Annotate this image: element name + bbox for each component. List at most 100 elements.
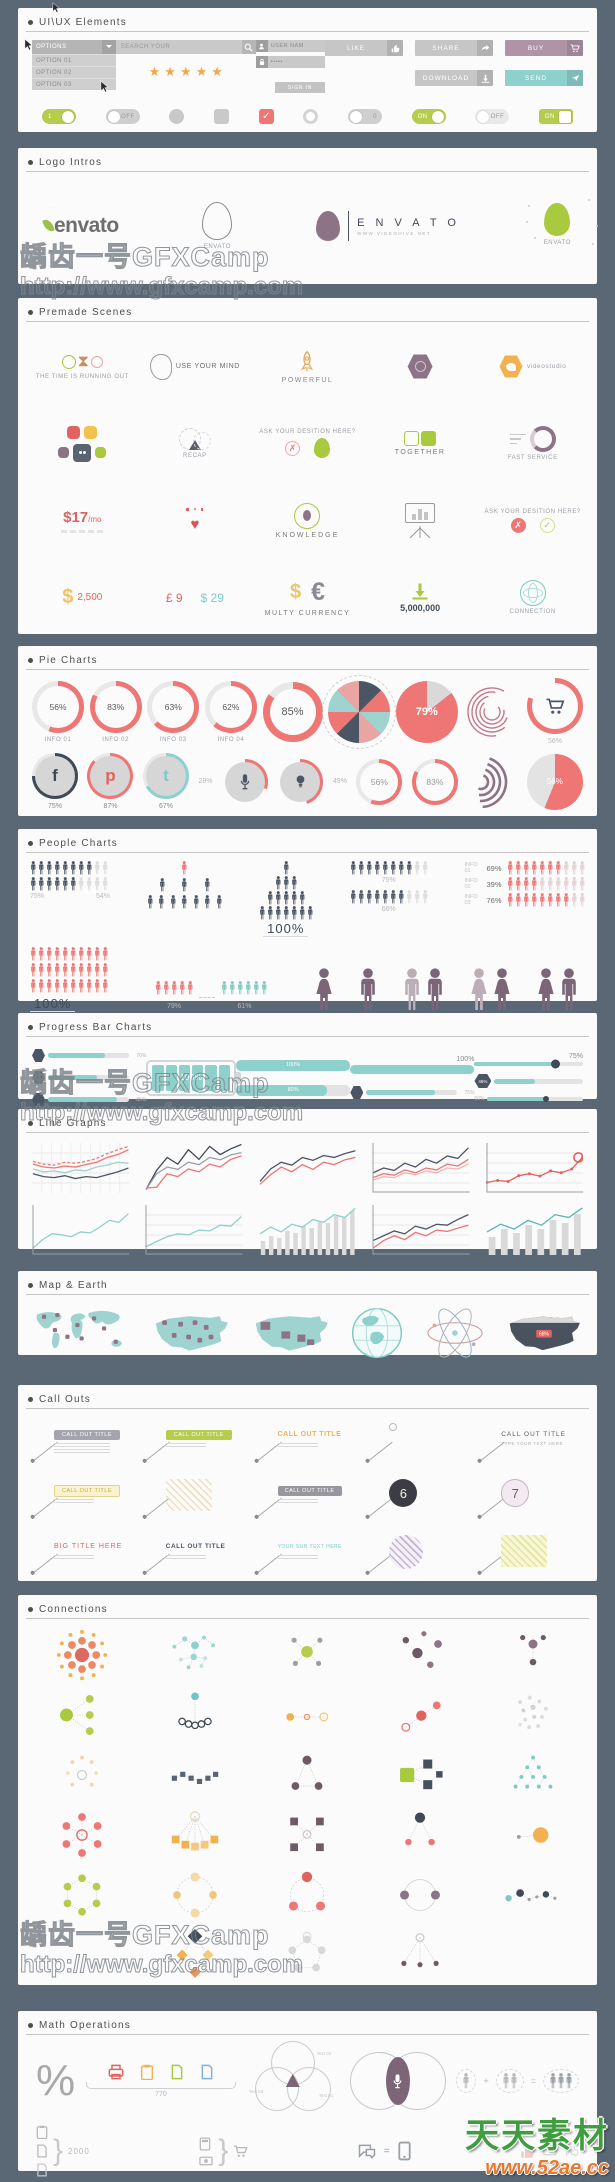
slider[interactable]: 70%: [32, 1049, 146, 1062]
green-egg-icon: [313, 438, 330, 458]
toggle[interactable]: ON: [411, 109, 446, 124]
chevron-down-icon[interactable]: [101, 40, 116, 54]
callout: [367, 1417, 471, 1469]
hourglass-icon: ⧗: [77, 353, 89, 370]
toggle[interactable]: [169, 109, 185, 124]
star-icon[interactable]: [164, 63, 176, 81]
star-icon[interactable]: [180, 63, 192, 81]
buy-button[interactable]: BUY: [505, 40, 583, 56]
password-field[interactable]: •••••: [255, 56, 325, 68]
slider-knob[interactable]: [550, 1059, 560, 1069]
connection-cluster: [26, 1685, 139, 1745]
figure-female-duo: [469, 967, 512, 1013]
progress-bar[interactable]: [350, 1065, 475, 1074]
download-button[interactable]: DOWNLOAD: [415, 70, 493, 86]
star-icon[interactable]: [211, 63, 223, 81]
username-field[interactable]: USER NAM: [255, 40, 325, 52]
slider[interactable]: 60%: [474, 1096, 583, 1102]
people-figures: [314, 967, 585, 1013]
search-input[interactable]: SEARCH YOUR: [115, 40, 256, 54]
chat-icon: [358, 2144, 375, 2158]
slider[interactable]: 46%: [474, 1074, 583, 1088]
toggle-knob[interactable]: [62, 110, 74, 123]
document-icon: [171, 2064, 183, 2080]
facebook-icon: f: [35, 756, 75, 796]
connection-cluster: [251, 1805, 364, 1865]
venn-two-circles: [349, 2050, 446, 2112]
toggle-knob[interactable]: [107, 110, 120, 123]
hex-slider-column: 70% 60% 85%: [32, 1049, 146, 1106]
bar-pair-column: 100% 80%: [235, 1059, 351, 1096]
toggle[interactable]: [258, 109, 274, 124]
calc-money-brace-cart: }: [199, 2134, 248, 2168]
toggle-knob[interactable]: [431, 110, 444, 123]
hexagon-badge-icon: [407, 354, 433, 379]
app-icon: [67, 425, 81, 439]
rating-stars[interactable]: [52, 2, 223, 81]
sign-in-button[interactable]: SIGN IN: [275, 82, 325, 93]
toggle[interactable]: OFF: [105, 109, 140, 124]
slider-knob[interactable]: [350, 1086, 364, 1099]
dropdown-option[interactable]: OPTION 02: [32, 66, 116, 78]
section-title: Map & Earth: [39, 1280, 108, 1291]
toggle[interactable]: ON: [538, 109, 573, 124]
callout-title: CALL OUT TITLE: [501, 1431, 567, 1438]
figure-female: [314, 967, 334, 1013]
dropdown-header[interactable]: OPTIONS: [32, 40, 116, 54]
cart-icon: [527, 678, 583, 734]
search-icon[interactable]: [241, 40, 256, 54]
callout: [367, 1529, 471, 1581]
bullet-icon: [28, 1283, 33, 1288]
progress-bar[interactable]: 80%: [235, 1084, 351, 1096]
slider-knob[interactable]: [32, 1093, 45, 1106]
connection-cluster: [139, 1925, 252, 1985]
toggle-knob[interactable]: [558, 110, 571, 123]
toggle-knob[interactable]: [477, 110, 490, 123]
app-icon: [95, 447, 107, 458]
speed-lines-icon: [509, 433, 526, 445]
toggle[interactable]: [213, 109, 229, 124]
slider-knob[interactable]: [542, 1096, 549, 1102]
section-title: Logo Intros: [39, 157, 103, 168]
callout: CALL OUT TITLE TYPE YOUR TEXT HERE: [479, 1417, 583, 1469]
slider[interactable]: 75%: [350, 1086, 474, 1099]
slider-knob[interactable]: [32, 1049, 45, 1062]
connection-cluster: [476, 1865, 589, 1925]
toggle[interactable]: 1: [42, 109, 76, 124]
search-placeholder: SEARCH YOUR: [120, 44, 171, 50]
progress-bar[interactable]: 100%: [235, 1059, 351, 1071]
share-button[interactable]: SHARE: [415, 40, 493, 56]
toggle[interactable]: [303, 109, 319, 124]
bullet-icon: [28, 1607, 33, 1612]
clipboard-icon: [140, 2064, 154, 2080]
slider[interactable]: 60%: [32, 1071, 146, 1084]
thumb-up-icon: [521, 2145, 534, 2158]
dropdown-option[interactable]: OPTION 03: [32, 78, 116, 90]
send-button[interactable]: SEND: [505, 70, 583, 86]
toggle-knob[interactable]: [349, 110, 362, 123]
check-mark-icon: ✓: [539, 517, 555, 533]
slider[interactable]: 85%: [32, 1093, 146, 1106]
toggle[interactable]: OFF: [475, 109, 510, 124]
scene-app-icons: [26, 405, 139, 482]
connection-cluster: [251, 1685, 364, 1745]
options-dropdown[interactable]: OPTIONS OPTION 01 OPTION 02 OPTION 03: [32, 40, 116, 93]
like-button[interactable]: LIKE: [325, 40, 403, 56]
people-grid-100: 100%: [30, 947, 109, 1013]
callout: BIG TITLE HERE: [32, 1529, 136, 1581]
dropdown-option[interactable]: OPTION 01: [32, 54, 116, 66]
cart-ring-chart: 56%: [527, 678, 583, 745]
slider-knob[interactable]: [32, 1071, 45, 1084]
slider[interactable]: [474, 1059, 583, 1069]
scene-heart-particles: ♥: [139, 482, 252, 559]
connection-cluster: [251, 1625, 364, 1685]
section-title: Math Operations: [39, 2020, 131, 2031]
star-icon[interactable]: [149, 63, 161, 81]
people-legend: INFO 01 69% INFO 02 39% INFO 03 76%: [465, 861, 586, 909]
egg-outline-logo: ENVATO: [202, 202, 233, 250]
toggle[interactable]: 0: [347, 109, 382, 124]
star-icon[interactable]: [196, 63, 208, 81]
scene-fast-service: FAST SERVICE: [476, 405, 589, 482]
connection-cluster: [364, 1925, 477, 1985]
